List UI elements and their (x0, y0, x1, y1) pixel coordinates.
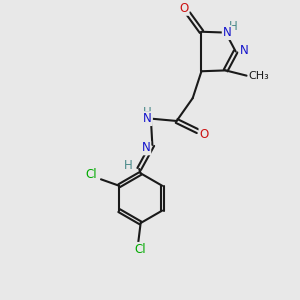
Text: CH₃: CH₃ (249, 71, 269, 81)
Text: N: N (239, 44, 248, 57)
Text: N: N (142, 141, 150, 154)
Text: O: O (200, 128, 209, 141)
Text: N: N (223, 26, 232, 39)
Text: H: H (229, 20, 238, 33)
Text: N: N (143, 112, 152, 125)
Text: H: H (143, 106, 152, 119)
Text: O: O (179, 2, 188, 15)
Text: Cl: Cl (134, 243, 146, 256)
Text: Cl: Cl (86, 168, 98, 182)
Text: H: H (124, 159, 132, 172)
